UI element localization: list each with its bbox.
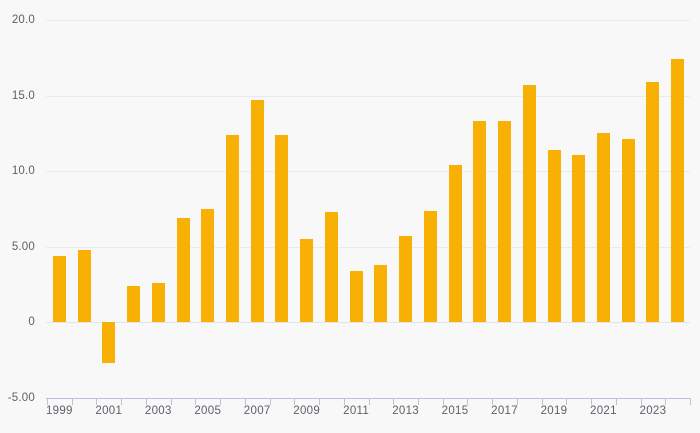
- x-axis-label: 2005: [194, 405, 222, 417]
- x-axis-tick: [195, 398, 196, 405]
- bar-2005[interactable]: [201, 209, 215, 323]
- x-axis-label: 2023: [639, 405, 667, 417]
- x-axis-tick: [517, 398, 518, 405]
- bar-2015[interactable]: [448, 165, 462, 323]
- x-axis-tick: [665, 398, 666, 405]
- x-axis-label: 1999: [45, 405, 73, 417]
- x-axis-tick: [467, 398, 468, 405]
- bar-2009[interactable]: [300, 239, 314, 323]
- x-axis-label: 2001: [95, 405, 123, 417]
- x-axis-tick: [245, 398, 246, 405]
- x-axis-tick: [146, 398, 147, 405]
- bar-2022[interactable]: [621, 139, 635, 323]
- bar-2012[interactable]: [374, 264, 388, 323]
- bar-2006[interactable]: [226, 134, 239, 323]
- bar-2004[interactable]: [176, 218, 190, 323]
- x-axis-tick: [393, 398, 394, 405]
- bar-2014[interactable]: [423, 210, 437, 323]
- bar-2021[interactable]: [596, 133, 610, 323]
- x-axis-tick: [171, 398, 172, 405]
- bar-1999[interactable]: [52, 255, 66, 323]
- x-axis-label: 2019: [540, 405, 568, 417]
- bar-2020[interactable]: [572, 154, 586, 323]
- x-axis-tick: [220, 398, 221, 405]
- x-axis-line: [46, 398, 690, 399]
- y-axis-label: 20.0: [11, 14, 35, 26]
- gridline: [46, 322, 690, 323]
- bar-2000[interactable]: [77, 249, 91, 323]
- bar-2011[interactable]: [349, 271, 363, 323]
- x-axis-tick: [641, 398, 642, 405]
- y-axis-label: 10.0: [11, 165, 35, 177]
- x-axis-tick: [96, 398, 97, 405]
- x-axis-label: 2013: [392, 405, 419, 417]
- bar-2002[interactable]: [127, 286, 141, 323]
- bar-2024[interactable]: [671, 59, 685, 323]
- x-axis-tick: [47, 398, 48, 405]
- x-axis-tick: [566, 398, 567, 405]
- y-axis-label: 15.0: [11, 90, 35, 102]
- gridline: [46, 96, 690, 97]
- bar-2019[interactable]: [547, 150, 561, 323]
- x-axis-label: 2003: [144, 405, 172, 417]
- x-axis-tick: [418, 398, 419, 405]
- x-axis-tick: [344, 398, 345, 405]
- bar-2023[interactable]: [646, 82, 660, 323]
- gridline: [46, 20, 690, 21]
- bar-2001[interactable]: [102, 322, 116, 364]
- bar-2010[interactable]: [324, 212, 338, 323]
- bar-2003[interactable]: [151, 283, 165, 323]
- y-axis-label: 5.00: [11, 241, 35, 253]
- gridline: [46, 247, 690, 248]
- x-axis-label: 2021: [590, 405, 617, 417]
- x-axis-tick: [369, 398, 370, 405]
- x-axis-tick: [121, 398, 122, 405]
- x-axis-tick: [616, 398, 617, 405]
- x-axis-label: 2017: [491, 405, 518, 417]
- x-axis-label: 2015: [441, 405, 469, 417]
- x-axis-tick: [270, 398, 271, 405]
- x-axis-tick: [72, 398, 73, 405]
- gridline: [46, 171, 690, 172]
- x-axis-tick: [443, 398, 444, 405]
- bar-2017[interactable]: [498, 121, 511, 323]
- x-axis-label: 2007: [243, 405, 271, 417]
- bar-2013[interactable]: [399, 236, 413, 323]
- x-axis-tick: [542, 398, 543, 405]
- bar-2007[interactable]: [250, 100, 264, 323]
- y-axis-label: 0: [28, 316, 35, 328]
- x-axis-tick: [319, 398, 320, 405]
- y-axis-label: -5.00: [7, 392, 35, 404]
- bar-2018[interactable]: [522, 85, 536, 323]
- x-axis-tick: [591, 398, 592, 405]
- x-axis-tick: [492, 398, 493, 405]
- x-axis-label: 2011: [343, 405, 370, 417]
- x-axis-label: 2009: [293, 405, 321, 417]
- bar-2008[interactable]: [275, 134, 289, 323]
- x-axis-tick: [690, 398, 691, 405]
- bar-2016[interactable]: [473, 121, 487, 323]
- x-axis-tick: [294, 398, 295, 405]
